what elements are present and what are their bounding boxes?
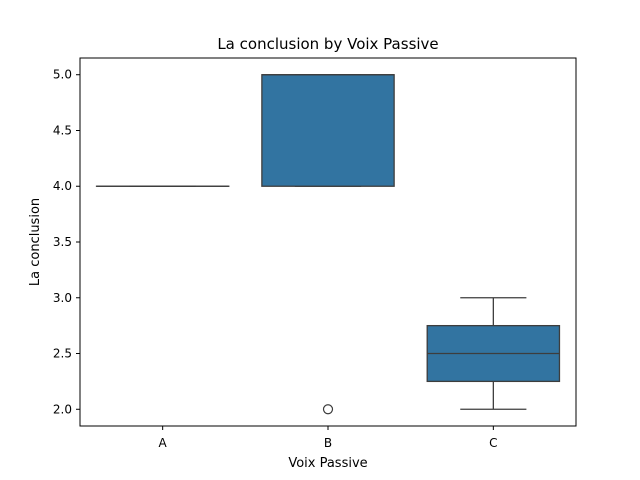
outlier-B <box>322 404 334 415</box>
y-tick-label: 5.0 <box>53 68 72 82</box>
plot-frame <box>79 57 577 427</box>
x-axis-label: Voix Passive <box>288 456 367 471</box>
x-tick-label: A <box>159 436 168 450</box>
y-tick-label: 3.5 <box>53 235 72 249</box>
y-axis-label: La conclusion <box>28 198 43 286</box>
box-B <box>261 74 395 187</box>
x-tick-label: C <box>489 436 497 450</box>
y-tick-label: 2.0 <box>53 402 72 416</box>
y-tick-label: 4.5 <box>53 123 72 137</box>
y-tick-label: 2.5 <box>53 347 72 361</box>
y-tick-label: 4.0 <box>53 179 72 193</box>
y-tick-label: 3.0 <box>53 291 72 305</box>
x-tick-label: B <box>324 436 332 450</box>
chart-title: La conclusion by Voix Passive <box>217 35 438 53</box>
